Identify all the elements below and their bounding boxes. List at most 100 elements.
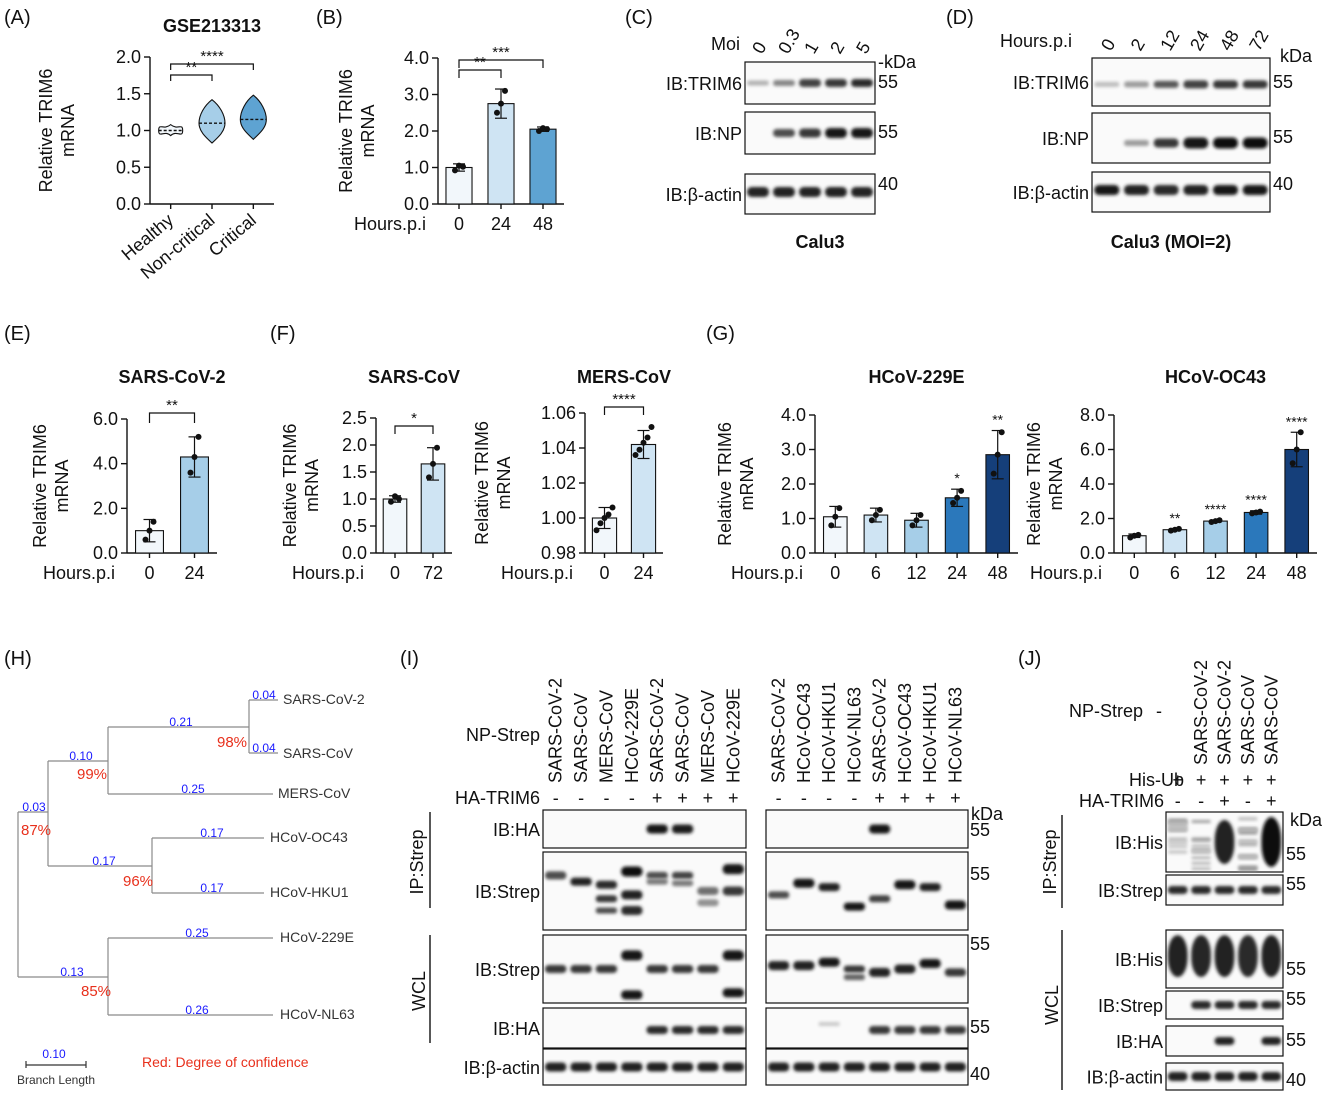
blot-frame (1091, 112, 1271, 164)
lane-label: 0 (748, 38, 770, 57)
lane-label: SARS-CoV-2 (1215, 660, 1235, 765)
mw-marker: 55 (1273, 127, 1293, 147)
significance-bracket (170, 74, 213, 81)
y-axis-title: Relative TRIM6 (30, 424, 50, 548)
blot-row-label: IB:TRIM6 (1013, 73, 1089, 93)
lane-label: HCoV-OC43 (895, 683, 915, 783)
blot-band (768, 961, 790, 971)
blot-band (545, 965, 567, 973)
blot-smear (1238, 854, 1258, 860)
data-point (868, 517, 875, 524)
panel-label: (I) (400, 648, 419, 670)
mw-marker: 55 (1286, 1030, 1306, 1050)
blot-band (570, 877, 592, 886)
y-axis-title: Relative TRIM6 (336, 69, 356, 193)
blot-caption: Calu3 (MOI=2) (1111, 232, 1232, 252)
y-tick-label: 1.02 (541, 473, 576, 493)
lane-label: HCoV-NL63 (945, 687, 965, 783)
blot-band (595, 907, 618, 914)
significance-bracket (603, 406, 645, 415)
ha-sign: - (851, 788, 857, 808)
blot-band (1238, 1072, 1258, 1081)
blot-band (1214, 820, 1235, 864)
branch-length: 0.04 (252, 688, 276, 702)
blot-band (919, 1026, 941, 1034)
x-axis-title: Hours.p.i (731, 563, 803, 583)
blot-band (851, 79, 873, 87)
blot-band (595, 965, 618, 973)
data-point (1293, 446, 1300, 453)
data-point (1216, 517, 1223, 524)
scale-label: Branch Length (17, 1073, 95, 1087)
significance-bracket (148, 412, 196, 423)
blot-band (818, 883, 840, 892)
blot-band (747, 80, 769, 86)
y-tick-label: 1.0 (342, 489, 367, 509)
blot-j-2 (1165, 929, 1284, 989)
blot-band (1238, 886, 1258, 894)
branch-length: 0.17 (92, 854, 116, 868)
lane-label: 5 (852, 38, 874, 57)
ha-sign: - (826, 788, 832, 808)
mw-marker: 55 (970, 864, 990, 884)
blot-row-label: IB:Strep (1098, 881, 1163, 901)
blot-band (1124, 81, 1149, 88)
mw-marker: 55 (970, 820, 990, 840)
lane-label: 2 (826, 38, 848, 57)
significance-star: **** (200, 48, 224, 65)
blot-row-label: IB:His (1115, 950, 1163, 970)
data-point (430, 460, 436, 467)
blot-band (1238, 935, 1258, 978)
blot-band (697, 899, 719, 907)
data-point (913, 517, 920, 524)
lane-label: MERS-CoV (698, 690, 718, 783)
x-axis-title: Hours.p.i (1030, 563, 1102, 583)
confidence-value: 98% (217, 734, 247, 751)
y-tick-label: 1.06 (541, 403, 576, 423)
panel-label: (F) (270, 323, 296, 345)
blot-i-right-2 (765, 934, 969, 1004)
data-point (195, 433, 202, 440)
blot-band (722, 864, 744, 875)
ha-sign: + (925, 788, 936, 808)
x-tick-label: 12 (1205, 563, 1225, 583)
blot-smear (1191, 837, 1211, 842)
blot-j-4 (1165, 1025, 1284, 1057)
lane-label: 24 (1186, 27, 1213, 54)
y-tick-label: 1.0 (781, 509, 806, 529)
blot-smear (1168, 818, 1188, 824)
blot-band (869, 967, 891, 977)
ha-sign: - (629, 788, 635, 808)
data-point (876, 506, 883, 513)
y-axis-title: mRNA (494, 457, 514, 510)
blot-band (621, 950, 643, 961)
blot-band (1214, 1037, 1235, 1045)
np-strep-label: NP-Strep (1069, 701, 1143, 721)
chart-title: HCoV-229E (868, 367, 964, 387)
lane-label: SARS-CoV-2 (769, 678, 789, 783)
blot-band (869, 1026, 891, 1034)
lane-label: SARS-CoV-2 (546, 678, 566, 783)
blot-i-right-1 (765, 851, 969, 931)
data-point (597, 520, 604, 527)
blot-band (894, 1026, 916, 1034)
blot-band (799, 79, 821, 87)
blot-band (1183, 137, 1209, 149)
branch-length: 0.10 (69, 749, 93, 763)
blot-j-5 (1165, 1062, 1284, 1091)
blot-band (595, 880, 618, 889)
lane-label: HCoV-HKU1 (920, 682, 940, 783)
blot-band (944, 968, 966, 977)
blot-band (621, 866, 643, 877)
blot-band (1191, 1072, 1211, 1081)
blot-band (1153, 185, 1179, 195)
ha-sign: - (578, 788, 584, 808)
tree-leaf-label: HCoV-OC43 (270, 829, 348, 845)
blot-row-label: IB:HA (493, 1019, 540, 1039)
data-point (958, 487, 965, 494)
y-tick-label: 0.5 (342, 516, 367, 536)
tree-leaf-label: HCoV-NL63 (280, 1006, 355, 1022)
tree-legend: Red: Degree of confidence (142, 1054, 309, 1070)
x-tick-label: 24 (184, 563, 204, 583)
y-tick-label: 0.0 (1080, 543, 1105, 563)
